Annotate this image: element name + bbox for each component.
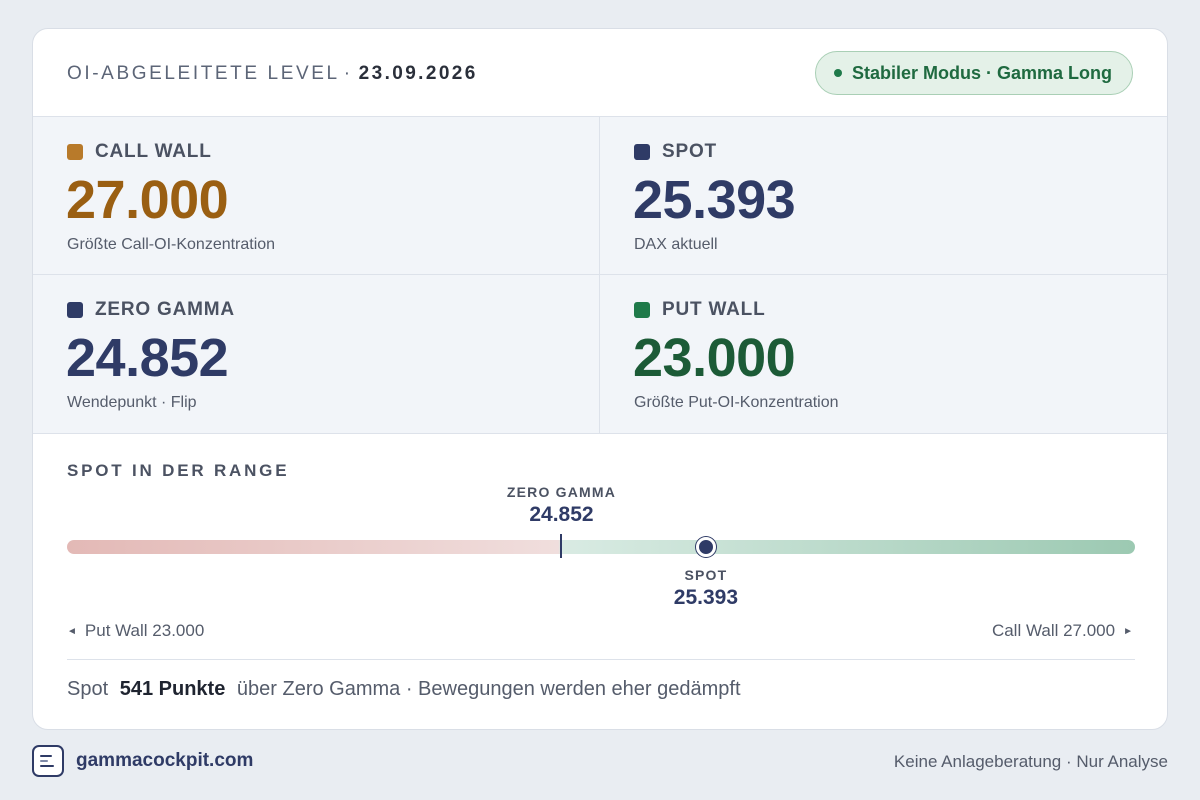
range-track xyxy=(67,540,1135,554)
level-put-wall: PUT WALL 23.000 Größte Put-OI-Konzentrat… xyxy=(600,275,1167,433)
range-left-end: ◄ Put Wall 23.000 xyxy=(67,621,204,641)
level-value: 23.000 xyxy=(633,328,796,388)
chart-lines-icon xyxy=(32,745,64,777)
summary-prefix: Spot xyxy=(67,678,109,700)
spot-marker xyxy=(695,537,716,557)
page-title: OI-ABGELEITETE LEVEL · 23.09.2026 xyxy=(67,63,478,85)
range-left-end-label: Put Wall 23.000 xyxy=(84,621,205,640)
level-subtext: Größte Call-OI-Konzentration xyxy=(67,236,276,253)
summary-text: Spot 541 Punkte über Zero Gamma · Bewegu… xyxy=(67,678,741,701)
range-right-end: Call Wall 27.000 ► xyxy=(992,621,1133,641)
level-subtext: Größte Put-OI-Konzentration xyxy=(634,394,839,411)
range-right-end-label: Call Wall 27.000 xyxy=(991,621,1116,640)
status-dot-icon xyxy=(833,69,842,77)
level-label-row: SPOT xyxy=(634,141,717,163)
put-wall-square-icon xyxy=(634,302,650,318)
mode-badge: Stabiler Modus · Gamma Long xyxy=(814,51,1133,95)
level-spot: SPOT 25.393 DAX aktuell xyxy=(600,117,1167,275)
zero-gamma-square-icon xyxy=(67,302,83,318)
level-zero-gamma: ZERO GAMMA 24.852 Wendepunkt · Flip xyxy=(33,275,600,433)
level-label-row: PUT WALL xyxy=(634,299,766,321)
zero-gamma-marker-label: ZERO GAMMA xyxy=(506,484,617,500)
spot-square-icon xyxy=(634,144,650,160)
level-call-wall: CALL WALL 27.000 Größte Call-OI-Konzentr… xyxy=(33,117,600,275)
levels-grid: CALL WALL 27.000 Größte Call-OI-Konzentr… xyxy=(33,117,1167,434)
mode-badge-label: Stabiler Modus · Gamma Long xyxy=(851,62,1112,83)
level-value: 27.000 xyxy=(66,170,229,230)
level-value: 25.393 xyxy=(633,170,796,230)
level-subtext: Wendepunkt · Flip xyxy=(67,394,197,411)
card-header: OI-ABGELEITETE LEVEL · 23.09.2026 Stabiler… xyxy=(33,29,1167,117)
disclaimer: Keine Anlageberatung · Nur Analyse xyxy=(893,752,1168,771)
triangle-right-icon: ► xyxy=(1123,625,1133,637)
level-label: ZERO GAMMA xyxy=(95,299,235,320)
level-value: 24.852 xyxy=(66,328,229,388)
brand-logo[interactable]: gammacockpit.com xyxy=(32,745,253,777)
divider xyxy=(67,659,1135,660)
title-date: 23.09.2026 xyxy=(358,63,478,84)
range-title: SPOT IN DER RANGE xyxy=(67,461,290,480)
zero-gamma-marker xyxy=(560,534,563,558)
spot-marker-label: SPOT xyxy=(684,567,728,583)
levels-card: OI-ABGELEITETE LEVEL · 23.09.2026 Stabiler… xyxy=(32,28,1168,730)
title-text: OI-ABGELEITETE LEVEL xyxy=(67,63,340,84)
level-subtext: DAX aktuell xyxy=(634,236,718,253)
summary-suffix: über Zero Gamma · Bewegungen werden eher… xyxy=(236,678,741,700)
level-label-row: ZERO GAMMA xyxy=(67,299,235,321)
level-label: CALL WALL xyxy=(95,141,212,162)
level-label-row: CALL WALL xyxy=(67,141,212,163)
spot-marker-value: 25.393 xyxy=(673,586,739,609)
triangle-left-icon: ◄ xyxy=(67,625,77,637)
title-separator: · xyxy=(343,63,353,84)
call-wall-square-icon xyxy=(67,144,83,160)
brand-name[interactable]: gammacockpit.com xyxy=(76,750,254,771)
summary-highlight: 541 Punkte xyxy=(119,678,226,700)
level-label: PUT WALL xyxy=(662,299,766,320)
level-label: SPOT xyxy=(662,141,717,162)
zero-gamma-marker-value: 24.852 xyxy=(529,503,594,526)
